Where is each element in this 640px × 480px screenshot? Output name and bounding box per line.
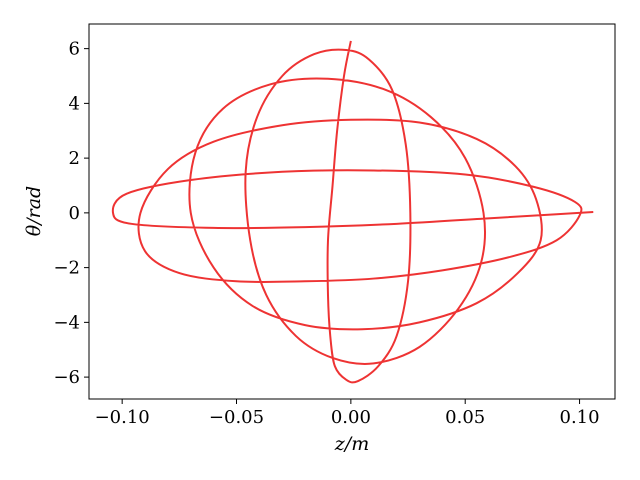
x-tick-label: −0.10: [95, 407, 150, 428]
y-tick-label: 2: [69, 148, 80, 169]
y-axis-ticks: −6 −4 −2 0 2 4 6: [53, 39, 89, 388]
y-tick-label: 0: [69, 203, 80, 224]
y-axis-label: θ/rad: [23, 186, 45, 236]
x-tick-label: 0.10: [560, 407, 600, 428]
series-line: [111, 40, 594, 384]
x-tick-label: −0.05: [209, 407, 264, 428]
y-tick-label: −4: [53, 312, 80, 333]
y-tick-label: 4: [69, 93, 80, 114]
y-tick-label: 6: [69, 39, 80, 60]
y-tick-label: −2: [53, 258, 80, 279]
y-tick-label: −6: [53, 367, 80, 388]
series-layer: [111, 40, 594, 384]
x-tick-label: 0.05: [445, 407, 485, 428]
x-axis-label: z/m: [334, 433, 369, 455]
x-tick-label: 0.00: [331, 407, 371, 428]
x-axis-ticks: −0.10 −0.05 0.00 0.05 0.10: [95, 399, 600, 428]
plot-area: [88, 23, 616, 400]
